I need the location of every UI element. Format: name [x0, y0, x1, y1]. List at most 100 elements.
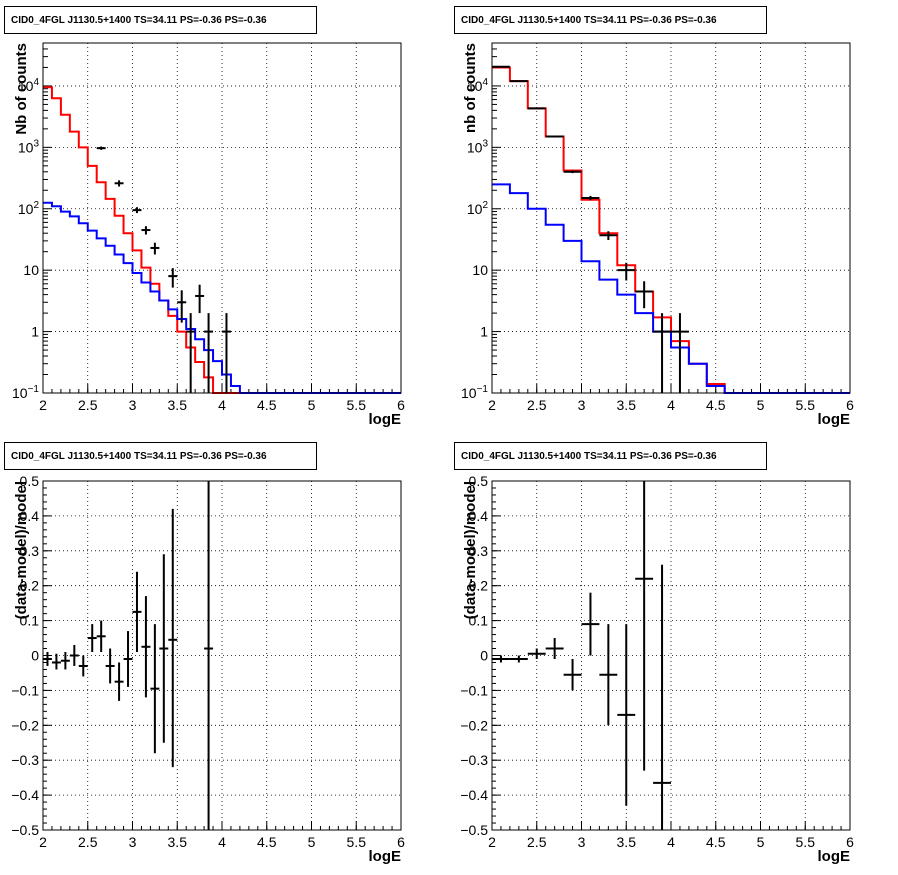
y-tick-label: 1 — [480, 324, 488, 340]
data-point — [51, 653, 61, 670]
x-tick-label: 5 — [308, 397, 316, 413]
data-point — [195, 284, 205, 314]
x-axis-label: logE — [369, 411, 402, 428]
plot-frame — [42, 480, 402, 831]
x-tick-label: 2.5 — [78, 397, 98, 413]
y-tick-base: 10 — [18, 139, 34, 155]
plot-area — [43, 481, 401, 830]
y-tick-base: 10 — [467, 78, 483, 94]
y-tick-label: −0.2 — [460, 717, 488, 733]
data-point — [141, 226, 151, 235]
data-point — [563, 658, 582, 691]
y-tick-label: 0.3 — [20, 543, 40, 559]
x-tick-label: 4 — [218, 397, 226, 413]
y-tick-label: 0.1 — [20, 613, 40, 629]
data-point — [617, 262, 636, 281]
y-tick-label: 0.1 — [469, 613, 489, 629]
data-point — [545, 135, 564, 138]
data-point — [132, 207, 142, 214]
x-tick-label: 4.5 — [257, 397, 277, 413]
x-tick-label: 3 — [129, 834, 137, 850]
data-point — [527, 648, 546, 659]
x-tick-label: 6 — [397, 834, 405, 850]
y-axis-label: nb of counts — [462, 43, 479, 133]
y-tick-base: 10 — [467, 139, 483, 155]
y-axis-label: Nb of counts — [13, 43, 30, 135]
data-point — [114, 662, 124, 701]
x-tick-label: 2 — [488, 834, 496, 850]
data-point — [168, 268, 178, 288]
y-tick-exponent: 2 — [482, 200, 488, 211]
y-tick-label: 102 — [18, 200, 40, 217]
y-tick-label: −0.3 — [460, 752, 488, 768]
y-tick-label: 102 — [467, 200, 489, 217]
data-point — [123, 631, 133, 687]
x-tick-label: 3.5 — [168, 834, 188, 850]
data-point — [653, 313, 671, 393]
x-axis-label: logE — [818, 411, 851, 428]
data-point — [545, 638, 564, 659]
y-tick-exponent: 4 — [33, 77, 39, 88]
data-point — [78, 655, 88, 677]
x-tick-label: 6 — [846, 834, 854, 850]
data-point — [96, 620, 106, 653]
y-tick-base: 10 — [18, 201, 34, 217]
y-tick-label: 10−1 — [12, 384, 39, 401]
data-point — [204, 481, 214, 830]
y-tick-exponent: 4 — [482, 77, 488, 88]
x-tick-label: 6 — [846, 397, 854, 413]
x-tick-label: 3 — [129, 397, 137, 413]
y-tick-label: 10 — [23, 262, 39, 278]
y-tick-label: 0.2 — [469, 578, 489, 594]
y-tick-label: 0.2 — [20, 578, 40, 594]
y-tick-label: −0.2 — [11, 717, 39, 733]
plot-frame — [491, 42, 851, 394]
x-tick-label: 5.5 — [347, 397, 367, 413]
x-tick-label: 4 — [218, 834, 226, 850]
data-point — [43, 652, 52, 666]
data-point — [204, 313, 214, 393]
y-tick-label: 104 — [467, 77, 489, 94]
panel-4-title: CID0_4FGL J1130.5+1400 TS=34.11 PS=-0.36… — [454, 442, 767, 470]
plot-area — [43, 43, 401, 393]
data-point — [168, 508, 178, 768]
x-tick-label: 4 — [667, 834, 675, 850]
x-tick-label: 5 — [757, 834, 765, 850]
panel-2-title: CID0_4FGL J1130.5+1400 TS=34.11 PS=-0.36… — [454, 6, 767, 34]
x-tick-label: 2 — [39, 834, 47, 850]
y-tick-label: 0.4 — [469, 508, 489, 524]
data-point — [671, 313, 689, 393]
y-tick-exponent: −1 — [28, 384, 40, 395]
data-point — [159, 554, 169, 743]
x-tick-label: 3.5 — [617, 834, 637, 850]
data-point — [581, 592, 600, 656]
x-tick-label: 5.5 — [796, 397, 816, 413]
y-tick-label: 0.3 — [469, 543, 489, 559]
panel-1: 2 2.5 3 3.5 4 4.5 5 5.5 610−1110102103104logENb … — [12, 42, 405, 428]
y-tick-label: −0.3 — [11, 752, 39, 768]
data-point — [105, 648, 115, 684]
y-tick-exponent: 3 — [482, 138, 488, 149]
y-tick-exponent: 2 — [33, 200, 39, 211]
x-tick-label: 2 — [39, 397, 47, 413]
y-tick-label: 0.5 — [20, 473, 40, 489]
x-tick-label: 6 — [397, 397, 405, 413]
x-tick-label: 5.5 — [347, 834, 367, 850]
y-tick-label: −0.1 — [460, 682, 488, 698]
x-axis-label: logE — [369, 848, 402, 865]
data-point — [150, 624, 160, 754]
data-point — [222, 313, 231, 393]
data-point — [69, 645, 79, 666]
y-axis-label: (data-model)/model — [13, 481, 30, 619]
data-point — [150, 242, 160, 255]
y-tick-label: 1 — [31, 324, 39, 340]
data-point — [141, 596, 151, 698]
data-point — [563, 170, 582, 174]
data-point — [186, 313, 196, 393]
y-tick-label: 0 — [480, 648, 488, 664]
x-axis-label: logE — [818, 848, 851, 865]
data-point — [635, 481, 654, 771]
data-point — [492, 65, 510, 68]
panel-3-title: CID0_4FGL J1130.5+1400 TS=34.11 PS=-0.36… — [4, 442, 317, 470]
y-tick-label: −0.5 — [460, 822, 488, 838]
